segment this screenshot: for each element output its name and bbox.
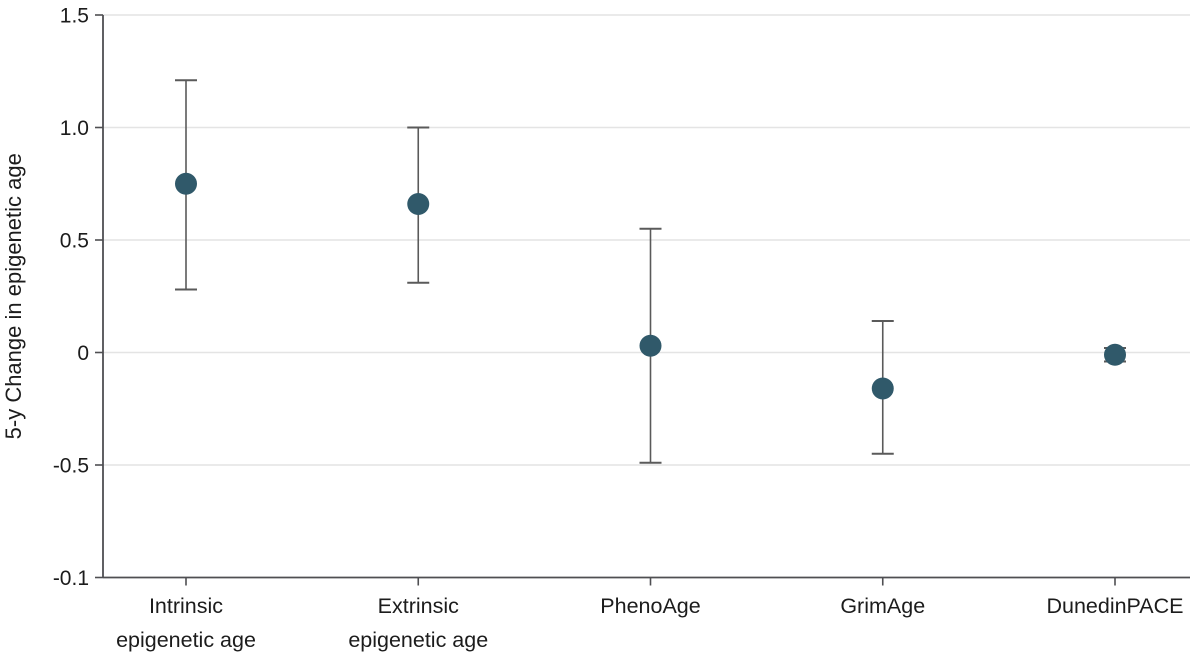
- x-category-label: DunedinPACE: [1046, 594, 1183, 618]
- x-category-label: Intrinsic: [149, 594, 223, 618]
- data-point: [175, 172, 197, 195]
- y-tick-label: -0.1: [53, 567, 89, 590]
- y-tick-label: 0.5: [60, 230, 89, 253]
- y-tick-label: -0.5: [53, 455, 89, 478]
- data-point: [1104, 343, 1126, 366]
- data-point: [639, 334, 662, 357]
- data-point: [407, 193, 430, 215]
- x-category-label: Extrinsic: [378, 594, 459, 618]
- x-category-label: GrimAge: [840, 594, 925, 618]
- y-tick-label: 1.5: [60, 5, 89, 28]
- x-category-label: PhenoAge: [600, 594, 700, 618]
- y-tick-label: 1.0: [60, 117, 89, 140]
- data-point: [871, 377, 894, 400]
- y-axis-title: 5-y Change in epigenetic age: [1, 153, 26, 439]
- x-category-label: epigenetic age: [116, 628, 256, 652]
- y-tick-label: 0: [77, 342, 89, 365]
- x-category-label: epigenetic age: [348, 628, 488, 652]
